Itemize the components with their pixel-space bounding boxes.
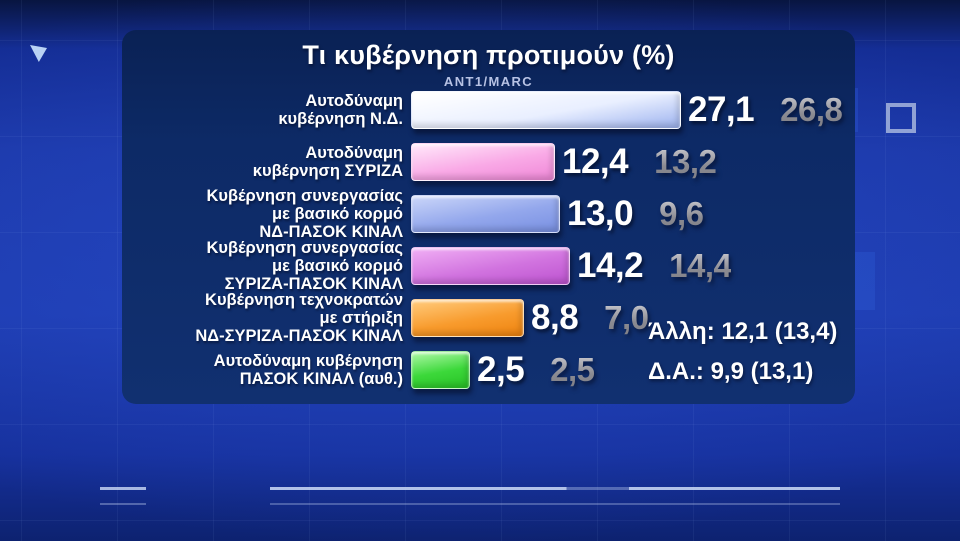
bar-value-current: 2,5 [477, 350, 525, 389]
annotation-other: Άλλη: 12,1 (13,4) [648, 318, 838, 345]
chart-panel: Τι κυβέρνηση προτιμούν (%) ΑΝΤ1/MARC Αυτ… [122, 30, 855, 404]
bar-label: Αυτοδύναμη κυβέρνηση Ν.Δ. [278, 92, 403, 128]
bar-row: Κυβέρνηση τεχνοκρατών με στήριξη ΝΔ-ΣΥΡΙΖΑ… [122, 291, 855, 345]
bar-value-previous: 26,8 [780, 91, 843, 128]
chart-source: ΑΝΤ1/MARC [443, 74, 534, 89]
bar-label: Αυτοδύναμη κυβέρνηση ΠΑΣΟΚ ΚΙΝΑΛ (αυθ.) [213, 352, 403, 388]
chart-annotations: Άλλη: 12,1 (13,4) Δ.Α.: 9,9 (13,1) [648, 312, 837, 392]
bar-chart: Αυτοδύναμη κυβέρνηση Ν.Δ. 27,1 26,8 Αυτοδύνα… [122, 84, 855, 396]
bar [411, 299, 524, 337]
bar [411, 351, 470, 389]
bar-value-previous: 9,6 [659, 195, 704, 232]
corner-triangle-icon [30, 45, 47, 62]
bar-row: Αυτοδύναμη κυβέρνηση Ν.Δ. 27,1 26,8 [122, 84, 855, 136]
bar-row: Αυτοδύναμη κυβέρνηση ΣΥΡΙΖΑ 12,4 13,2 [122, 136, 855, 188]
bar-value-previous: 7,0 [604, 299, 649, 336]
bar-row: Κυβέρνηση συνεργασίας με βασικό κορμό ΣΥΡΙ… [122, 239, 855, 293]
bar [411, 91, 681, 129]
decor-line [270, 487, 840, 490]
square-outline-icon [886, 103, 916, 133]
bar-label: Κυβέρνηση τεχνοκρατών με στήριξη ΝΔ-ΣΥΡΙΖΑ… [195, 291, 403, 345]
bar [411, 143, 555, 181]
bar-row: Κυβέρνηση συνεργασίας με βασικό κορμό ΝΔ-Π… [122, 187, 855, 241]
bar [411, 247, 570, 285]
bar [411, 195, 560, 233]
bar-label: Κυβέρνηση συνεργασίας με βασικό κορμό ΝΔ-Π… [206, 187, 403, 241]
annotation-undecided: Δ.Α.: 9,9 (13,1) [648, 358, 814, 385]
bar-value-previous: 14,4 [669, 247, 732, 284]
bar-row: Αυτοδύναμη κυβέρνηση ΠΑΣΟΚ ΚΙΝΑΛ (αυθ.) 2,… [122, 344, 855, 396]
bar-value-current: 13,0 [567, 194, 634, 233]
bar-label: Κυβέρνηση συνεργασίας με βασικό κορμό ΣΥΡΙ… [206, 239, 403, 293]
bar-label: Αυτοδύναμη κυβέρνηση ΣΥΡΙΖΑ [252, 144, 403, 180]
bar-value-current: 14,2 [577, 246, 644, 285]
bar-value-current: 12,4 [562, 142, 629, 181]
decor-line [100, 503, 146, 505]
decor-line [100, 487, 146, 490]
bar-value-previous: 13,2 [654, 143, 717, 180]
decor-line [270, 503, 840, 505]
chart-title: Τι κυβέρνηση προτιμούν (%) [302, 40, 675, 70]
bar-value-current: 8,8 [531, 298, 579, 337]
bar-value-previous: 2,5 [550, 351, 595, 388]
bar-value-current: 27,1 [688, 90, 755, 129]
